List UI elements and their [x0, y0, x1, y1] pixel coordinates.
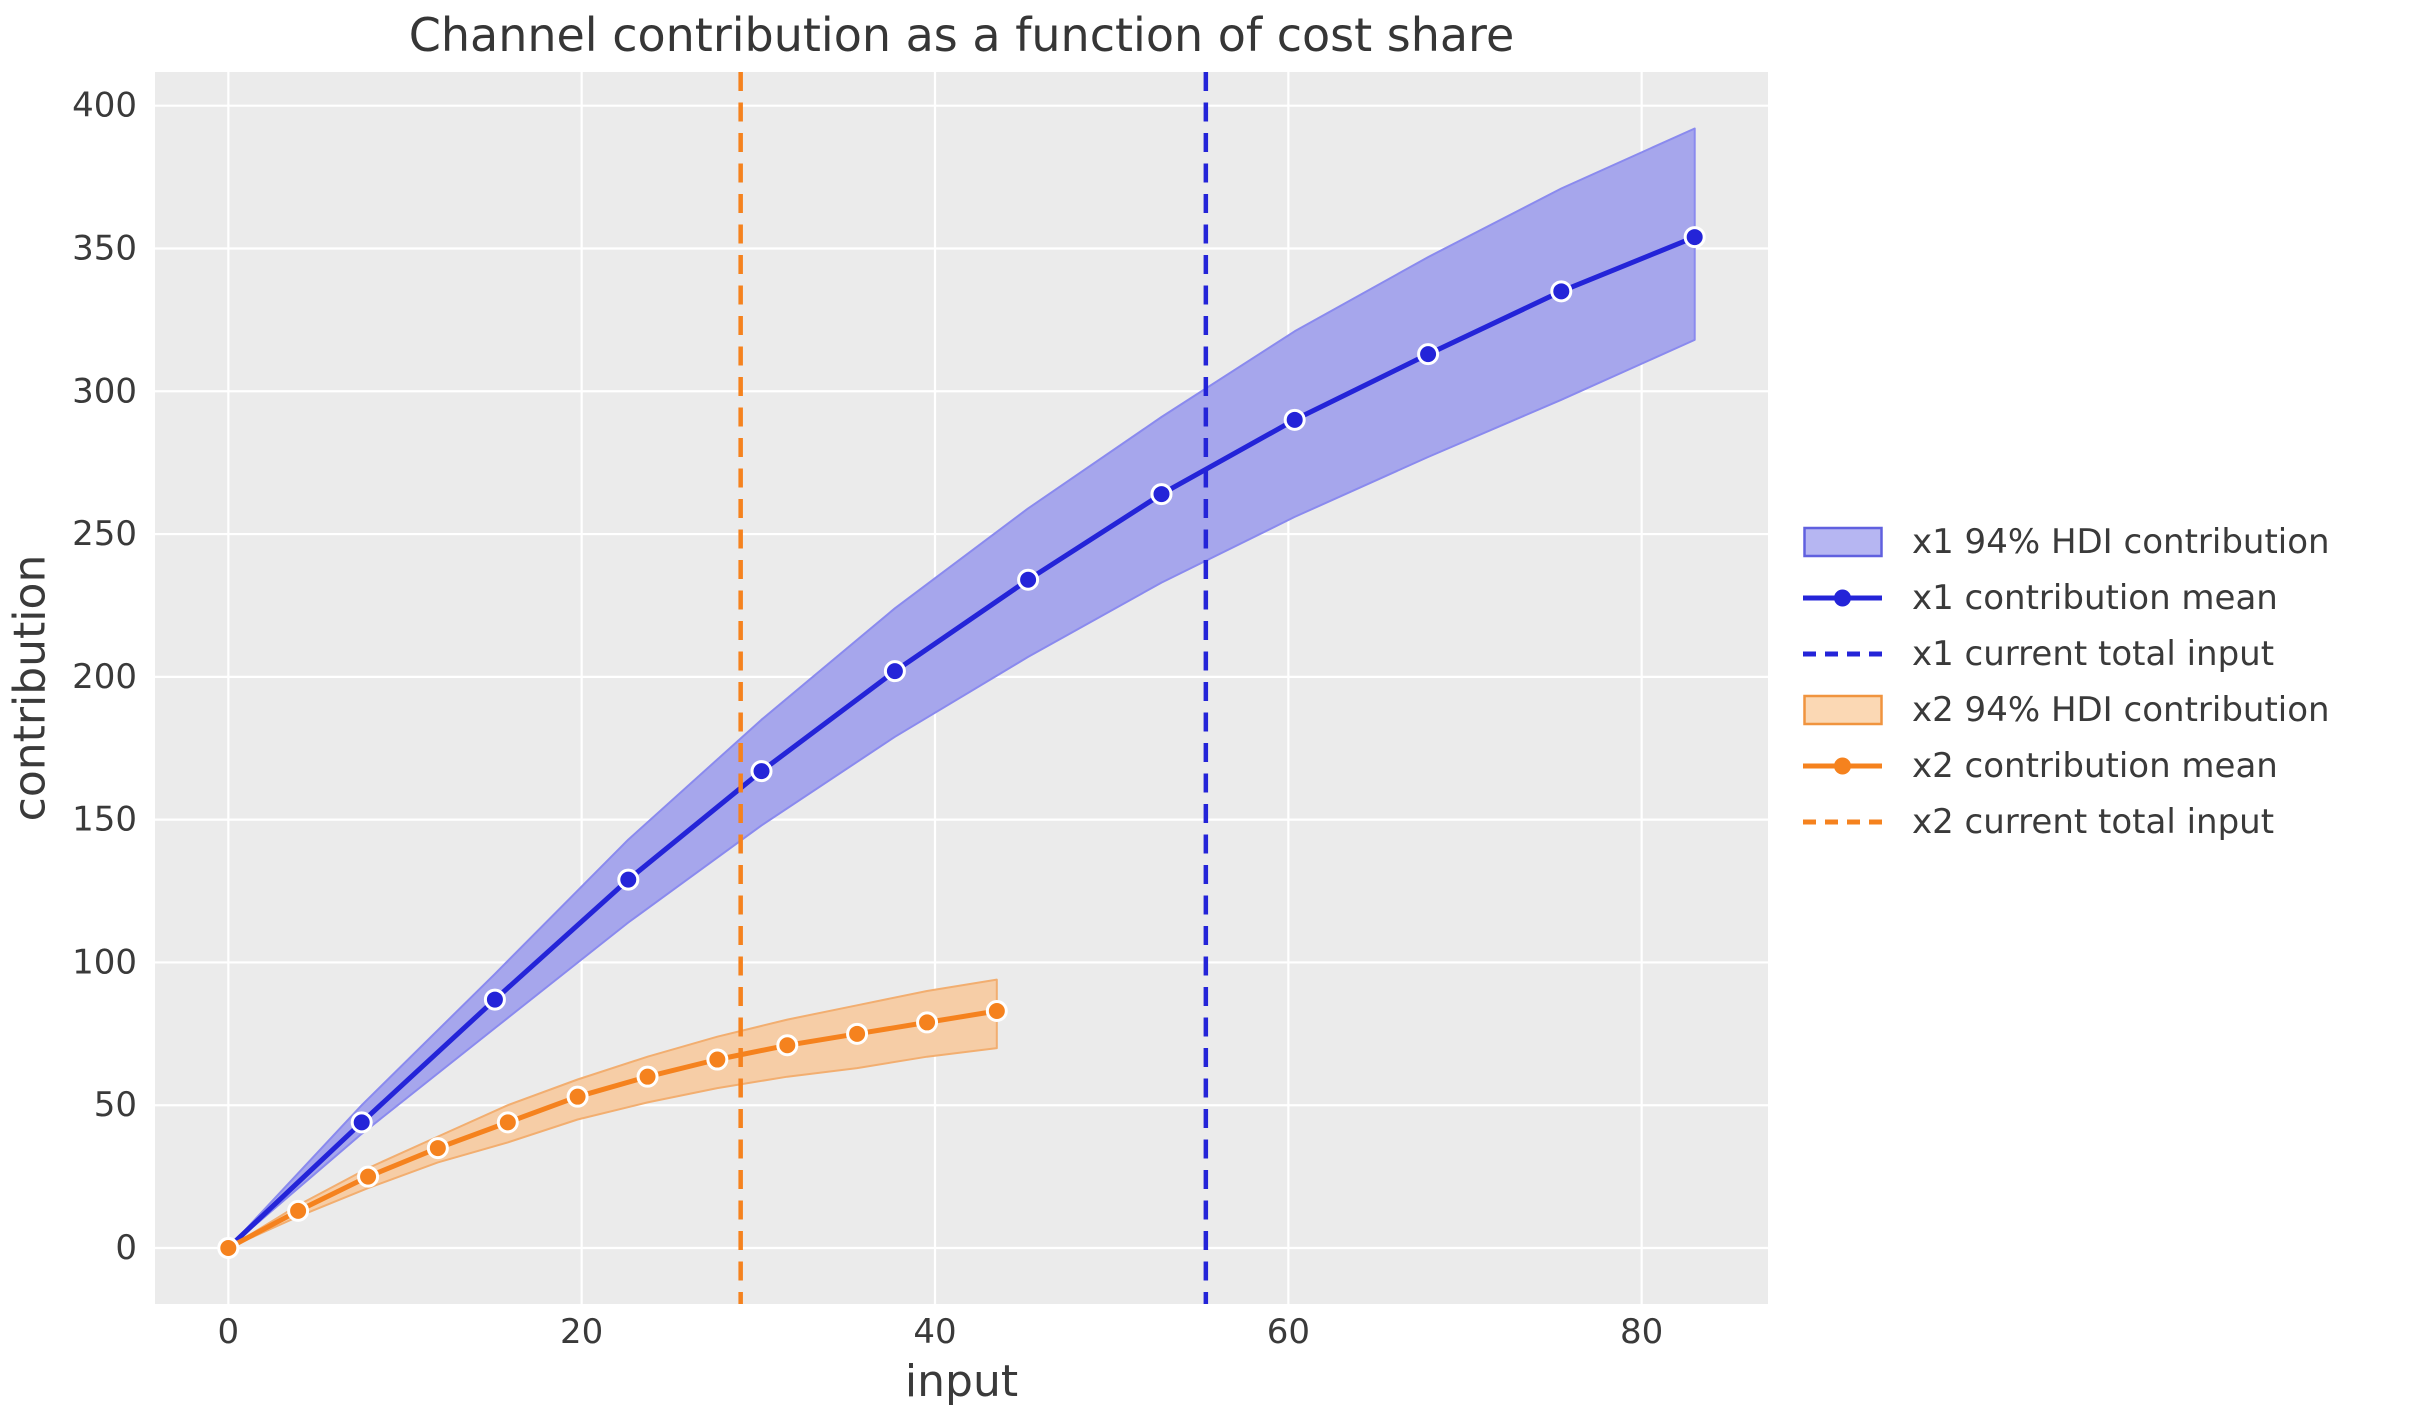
legend: x1 94% HDI contribution x1 contribution …	[1803, 514, 2330, 850]
x-tick-label: 80	[1620, 1312, 1663, 1352]
legend-label-x1-current: x1 current total input	[1912, 634, 2275, 674]
x-axis-label: input	[904, 1356, 1019, 1407]
data-point-marker-x2	[357, 1165, 380, 1188]
legend-row-x1-current: x1 current total input	[1803, 626, 2330, 682]
data-point-marker-x1	[617, 868, 640, 891]
x-tick-label: 20	[560, 1312, 603, 1352]
y-tick-label: 50	[94, 1085, 137, 1125]
legend-marker-dot	[1834, 589, 1851, 607]
y-tick-label: 250	[72, 514, 137, 554]
legend-dashed-line-x2-current	[1803, 819, 1882, 825]
mean-line-x2	[225, 1008, 1000, 1251]
data-point-marker-x1	[350, 1111, 373, 1134]
legend-patch-swatch	[1803, 694, 1883, 726]
y-tick-label: 300	[72, 371, 137, 411]
y-axis-label: contribution	[4, 554, 56, 822]
legend-label-x2-current: x2 current total input	[1912, 802, 2275, 842]
legend-row-x2-mean: x2 contribution mean	[1803, 738, 2330, 794]
legend-row-x1-mean: x1 contribution mean	[1803, 570, 2330, 626]
data-point-marker-x2	[846, 1022, 869, 1045]
data-point-marker-x2	[566, 1085, 589, 1108]
legend-row-x2-hdi: x2 94% HDI contribution	[1803, 682, 2330, 738]
data-point-marker-x1	[483, 988, 506, 1011]
data-point-marker-x1	[1150, 483, 1173, 506]
data-point-marker-x1	[1417, 343, 1440, 366]
y-tick-label: 0	[115, 1228, 137, 1268]
data-point-marker-x2	[426, 1137, 449, 1160]
legend-patch-x1-hdi	[1803, 526, 1883, 558]
chart-title: Channel contribution as a function of co…	[408, 8, 1515, 62]
data-point-marker-x2	[776, 1034, 799, 1057]
legend-row-x2-current: x2 current total input	[1803, 794, 2330, 850]
data-point-marker-x1	[1683, 226, 1706, 249]
data-point-marker-x2	[985, 999, 1008, 1022]
data-point-marker-x2	[496, 1111, 519, 1134]
data-point-marker-x1	[750, 760, 773, 783]
data-point-marker-x1	[1283, 408, 1306, 431]
legend-dashed-line-x1-current	[1803, 651, 1882, 657]
data-point-marker-x2	[287, 1199, 310, 1222]
data-point-marker-x1	[1017, 568, 1040, 591]
y-tick-label: 150	[72, 800, 137, 840]
y-tick-label: 200	[72, 657, 137, 697]
data-point-marker-x2	[636, 1065, 659, 1088]
legend-label-x2-mean: x2 contribution mean	[1912, 746, 2278, 786]
legend-patch-x2-hdi	[1803, 694, 1883, 726]
legend-patch-swatch	[1803, 526, 1883, 558]
legend-line-marker-x1-mean	[1803, 589, 1882, 607]
y-tick-label: 350	[72, 228, 137, 268]
data-point-marker-x2	[916, 1011, 939, 1034]
legend-label-x2-hdi: x2 94% HDI contribution	[1912, 690, 2330, 730]
legend-marker-dot	[1834, 757, 1851, 775]
mean-line-x1	[225, 234, 1698, 1251]
legend-row-x1-hdi: x1 94% HDI contribution	[1803, 514, 2330, 570]
x-tick-label: 0	[217, 1312, 239, 1352]
legend-label-x1-hdi: x1 94% HDI contribution	[1912, 522, 2330, 562]
x-tick-label: 60	[1267, 1312, 1310, 1352]
data-point-marker-x2	[706, 1048, 729, 1071]
data-point-marker-x1	[1550, 280, 1573, 303]
y-tick-label: 100	[72, 942, 137, 982]
legend-label-x1-mean: x1 contribution mean	[1912, 578, 2278, 618]
data-point-marker-x2	[217, 1237, 240, 1260]
data-point-marker-x1	[883, 660, 906, 683]
y-tick-label: 400	[72, 86, 137, 126]
x-tick-label: 40	[913, 1312, 956, 1352]
legend-line-marker-x2-mean	[1803, 757, 1882, 775]
